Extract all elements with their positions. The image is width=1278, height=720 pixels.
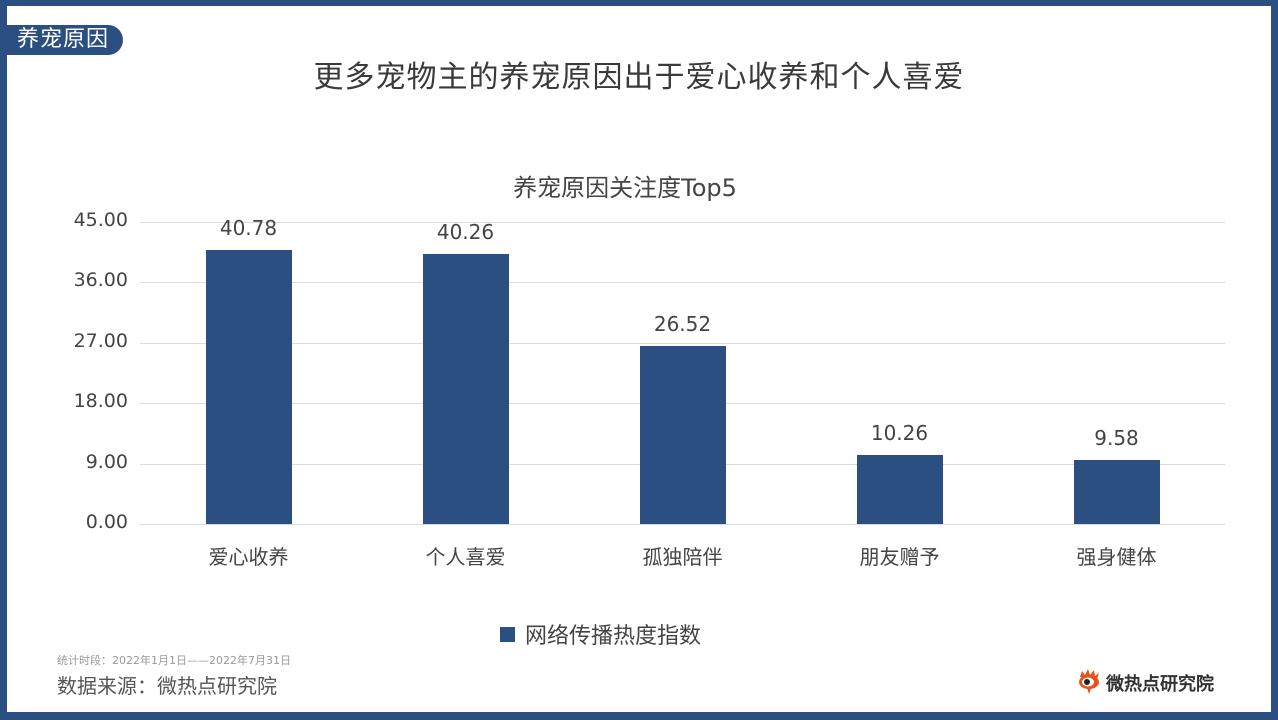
logo: 微热点研究院 xyxy=(1076,668,1214,698)
y-tick-label: 0.00 xyxy=(85,511,128,533)
gridline xyxy=(140,282,1225,284)
y-tick-label: 9.00 xyxy=(85,450,128,473)
legend: 网络传播热度指数 xyxy=(500,618,701,650)
x-tick-label: 强身健体 xyxy=(1076,545,1157,569)
bar xyxy=(422,253,509,524)
bar xyxy=(205,250,292,524)
data-source: 数据来源：微热点研究院 xyxy=(57,674,277,698)
headline: 更多宠物主的养宠原因出于爱心收养和个人喜爱 xyxy=(313,60,965,95)
plot-area: 40.78 40.26 26.52 10.26 9.58 xyxy=(140,216,1225,525)
weibo-eye-icon xyxy=(1076,668,1102,698)
legend-label: 网络传播热度指数 xyxy=(525,624,702,649)
x-tick-label: 朋友赠予 xyxy=(859,545,940,569)
bar xyxy=(639,346,726,524)
bar xyxy=(856,455,943,524)
gridline xyxy=(140,342,1225,344)
bar-value-label: 26.52 xyxy=(653,312,712,337)
x-tick-label: 个人喜爱 xyxy=(425,545,506,569)
chart-title: 养宠原因关注度Top5 xyxy=(513,174,737,202)
gridline xyxy=(140,524,1225,525)
x-tick-label: 爱心收养 xyxy=(208,545,289,569)
logo-text: 微热点研究院 xyxy=(1106,674,1214,695)
legend-swatch xyxy=(500,626,515,642)
bar-value-label: 40.26 xyxy=(436,219,495,244)
y-tick-label: 27.00 xyxy=(73,329,128,352)
y-tick-label: 45.00 xyxy=(73,209,128,231)
bar xyxy=(1073,459,1160,524)
gridline xyxy=(140,222,1225,223)
bar-value-label: 9.58 xyxy=(1094,425,1139,450)
y-tick-label: 36.00 xyxy=(73,269,128,292)
statistics-period: 统计时段：2022年1月1日——2022年7月31日 xyxy=(57,654,291,667)
bar-value-label: 40.78 xyxy=(219,216,278,241)
section-tag: 养宠原因 xyxy=(7,25,124,55)
bar-value-label: 10.26 xyxy=(870,421,929,446)
x-tick-label: 孤独陪伴 xyxy=(642,545,723,569)
y-tick-label: 18.00 xyxy=(73,390,128,413)
